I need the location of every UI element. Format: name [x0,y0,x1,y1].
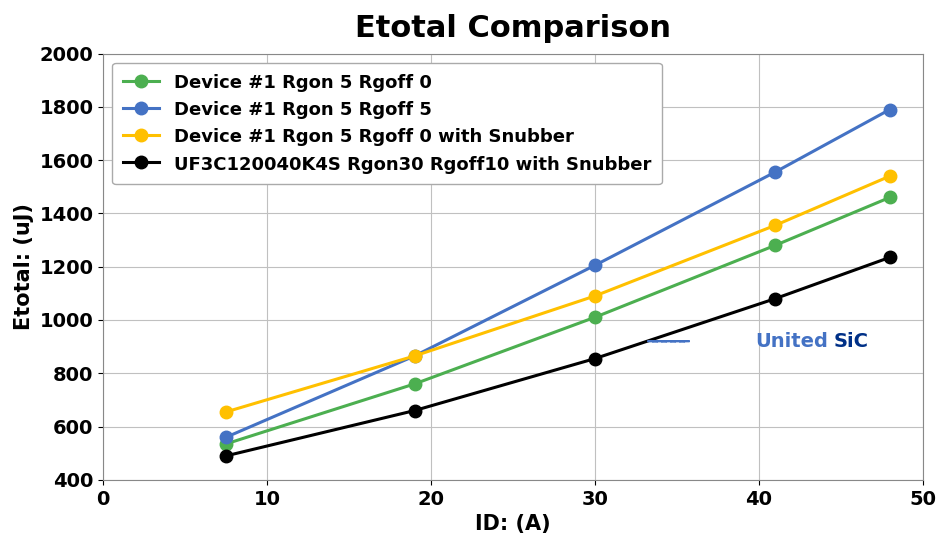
Device #1 Rgon 5 Rgoff 5 [589,262,600,269]
Line: Device #1 Rgon 5 Rgoff 0 with Snubber: Device #1 Rgon 5 Rgoff 0 with Snubber [219,170,896,418]
UF3C120040K4S Rgon30 Rgoff10 with Snubber [589,355,600,362]
Line: Device #1 Rgon 5 Rgoff 5: Device #1 Rgon 5 Rgoff 5 [219,103,896,443]
UF3C120040K4S Rgon30 Rgoff10 with Snubber [220,453,232,459]
Device #1 Rgon 5 Rgoff 0 [408,381,420,387]
Device #1 Rgon 5 Rgoff 0 with Snubber [408,353,420,359]
Device #1 Rgon 5 Rgoff 0 with Snubber [589,293,600,299]
Device #1 Rgon 5 Rgoff 0 [220,441,232,447]
Device #1 Rgon 5 Rgoff 0 with Snubber [770,222,781,229]
UF3C120040K4S Rgon30 Rgoff10 with Snubber [884,254,896,261]
UF3C120040K4S Rgon30 Rgoff10 with Snubber [770,295,781,302]
Device #1 Rgon 5 Rgoff 5 [220,434,232,441]
Y-axis label: Etotal: (uJ): Etotal: (uJ) [14,203,34,330]
Device #1 Rgon 5 Rgoff 5 [884,106,896,113]
Line: UF3C120040K4S Rgon30 Rgoff10 with Snubber: UF3C120040K4S Rgon30 Rgoff10 with Snubbe… [219,251,896,462]
X-axis label: ID: (A): ID: (A) [475,514,551,534]
Device #1 Rgon 5 Rgoff 0 with Snubber [884,173,896,179]
Device #1 Rgon 5 Rgoff 0 [770,242,781,249]
Device #1 Rgon 5 Rgoff 0 [884,194,896,201]
Text: United: United [755,332,828,351]
UF3C120040K4S Rgon30 Rgoff10 with Snubber [408,407,420,414]
Line: Device #1 Rgon 5 Rgoff 0: Device #1 Rgon 5 Rgoff 0 [219,191,896,450]
Title: Etotal Comparison: Etotal Comparison [355,14,671,43]
Device #1 Rgon 5 Rgoff 5 [770,169,781,175]
Text: SiC: SiC [834,332,869,351]
Device #1 Rgon 5 Rgoff 5 [408,353,420,359]
Legend: Device #1 Rgon 5 Rgoff 0, Device #1 Rgon 5 Rgoff 5, Device #1 Rgon 5 Rgoff 0 wit: Device #1 Rgon 5 Rgoff 0, Device #1 Rgon… [112,62,662,184]
Device #1 Rgon 5 Rgoff 0 with Snubber [220,409,232,415]
Device #1 Rgon 5 Rgoff 0 [589,314,600,321]
